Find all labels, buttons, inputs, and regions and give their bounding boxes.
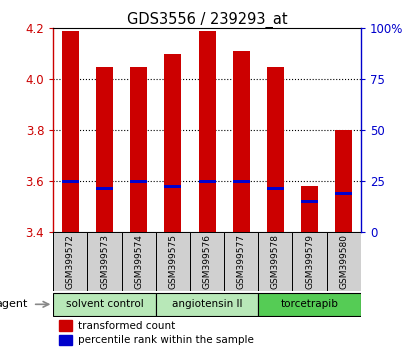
Bar xyxy=(300,186,317,232)
Text: GSM399575: GSM399575 xyxy=(168,234,177,289)
Text: solvent control: solvent control xyxy=(65,299,143,309)
Bar xyxy=(62,31,79,232)
Text: transformed count: transformed count xyxy=(78,321,175,331)
Bar xyxy=(232,179,249,183)
Bar xyxy=(266,187,283,190)
Text: GSM399572: GSM399572 xyxy=(66,234,75,289)
Bar xyxy=(87,232,121,291)
Bar xyxy=(130,67,147,232)
Text: torcetrapib: torcetrapib xyxy=(280,299,338,309)
Bar xyxy=(155,232,189,291)
Text: GSM399576: GSM399576 xyxy=(202,234,211,289)
Bar xyxy=(155,293,258,316)
Bar xyxy=(258,293,360,316)
Text: GSM399574: GSM399574 xyxy=(134,234,143,289)
Bar xyxy=(334,130,351,232)
Bar xyxy=(96,187,113,190)
Bar xyxy=(300,200,317,203)
Bar xyxy=(258,232,292,291)
Text: GSM399579: GSM399579 xyxy=(304,234,313,289)
Bar xyxy=(53,232,87,291)
Bar xyxy=(164,54,181,232)
Bar xyxy=(292,232,326,291)
Bar xyxy=(326,232,360,291)
Bar xyxy=(198,179,215,183)
Bar xyxy=(266,67,283,232)
Text: GSM399580: GSM399580 xyxy=(338,234,347,289)
Bar xyxy=(62,179,79,183)
Bar xyxy=(334,192,351,195)
Bar xyxy=(232,51,249,232)
Bar xyxy=(224,232,258,291)
Text: GSM399577: GSM399577 xyxy=(236,234,245,289)
Bar xyxy=(96,67,113,232)
Bar xyxy=(53,293,155,316)
Title: GDS3556 / 239293_at: GDS3556 / 239293_at xyxy=(126,12,287,28)
Bar xyxy=(121,232,155,291)
Text: angiotensin II: angiotensin II xyxy=(171,299,242,309)
Bar xyxy=(59,335,72,346)
Text: agent: agent xyxy=(0,299,28,309)
Bar xyxy=(59,320,72,331)
Bar xyxy=(189,232,224,291)
Bar xyxy=(198,31,215,232)
Text: percentile rank within the sample: percentile rank within the sample xyxy=(78,335,253,346)
Text: GSM399573: GSM399573 xyxy=(100,234,109,289)
Bar xyxy=(164,185,181,188)
Bar xyxy=(130,179,147,183)
Text: GSM399578: GSM399578 xyxy=(270,234,279,289)
